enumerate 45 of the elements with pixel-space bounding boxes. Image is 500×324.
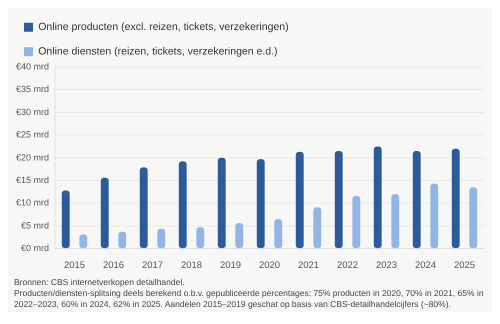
bar bbox=[352, 196, 360, 248]
bar bbox=[452, 148, 460, 248]
text: Producten/diensten-splitsing deels berekend o.b.v. gepubliceerde percentages: 75% producten in 2020, 70% in 2021, 65% in 2022–2023, 60% in 2024, 62% in 2025. Aandelen 2015–2019 geschat op basis van CBS-detailhandelcijfers (~80%). bbox=[14, 288, 485, 310]
x-tick-label: 2025 bbox=[454, 260, 476, 271]
x-tick-label: 2022 bbox=[336, 260, 358, 271]
y-tick-label: €25 mrd bbox=[16, 130, 50, 140]
x-tick-label: 2019 bbox=[220, 260, 242, 271]
bar bbox=[412, 150, 421, 248]
y-tick-label: €30 mrd bbox=[16, 106, 50, 117]
x-tick-label: 2018 bbox=[180, 260, 202, 271]
bar bbox=[100, 178, 109, 248]
bar bbox=[140, 167, 148, 248]
bar bbox=[469, 187, 478, 248]
x-tick-label: 2021 bbox=[298, 260, 320, 271]
bar bbox=[256, 159, 265, 248]
x-tick-label: 2024 bbox=[414, 260, 436, 271]
y-tick-label: €15 mrd bbox=[16, 174, 50, 185]
x-tick-label: 2023 bbox=[376, 260, 398, 271]
bar bbox=[196, 227, 204, 248]
bar bbox=[218, 158, 226, 248]
bar bbox=[157, 228, 166, 248]
bar bbox=[334, 150, 343, 248]
text: Bronnen: CBS internetverkopen detailhandel. bbox=[14, 277, 186, 288]
legend-label: Online diensten (reizen, tickets, verzekeringen e.d.) bbox=[38, 46, 278, 58]
bar bbox=[178, 161, 187, 248]
x-tick-label: 2020 bbox=[258, 260, 280, 271]
x-tick-label: 2017 bbox=[142, 260, 164, 271]
y-tick-label: €10 mrd bbox=[16, 198, 50, 208]
bar bbox=[313, 207, 322, 248]
y-tick-label: €5 mrd bbox=[21, 220, 50, 230]
y-tick-label: €35 mrd bbox=[16, 84, 50, 94]
bar bbox=[62, 190, 70, 248]
bar bbox=[235, 223, 244, 248]
legend-label: Online producten (excl. reizen, tickets, verzekeringen) bbox=[38, 21, 289, 34]
bar bbox=[118, 232, 126, 248]
x-tick-label: 2016 bbox=[102, 260, 124, 271]
bar bbox=[274, 219, 282, 248]
y-tick-label: €40 mrd bbox=[16, 61, 50, 72]
y-tick-label: €0 mrd bbox=[21, 243, 50, 254]
bar bbox=[374, 146, 382, 248]
y-tick-label: €20 mrd bbox=[16, 152, 50, 162]
bar bbox=[391, 194, 400, 248]
bar bbox=[430, 184, 438, 248]
x-tick-label: 2015 bbox=[64, 260, 86, 271]
bar bbox=[296, 152, 304, 248]
